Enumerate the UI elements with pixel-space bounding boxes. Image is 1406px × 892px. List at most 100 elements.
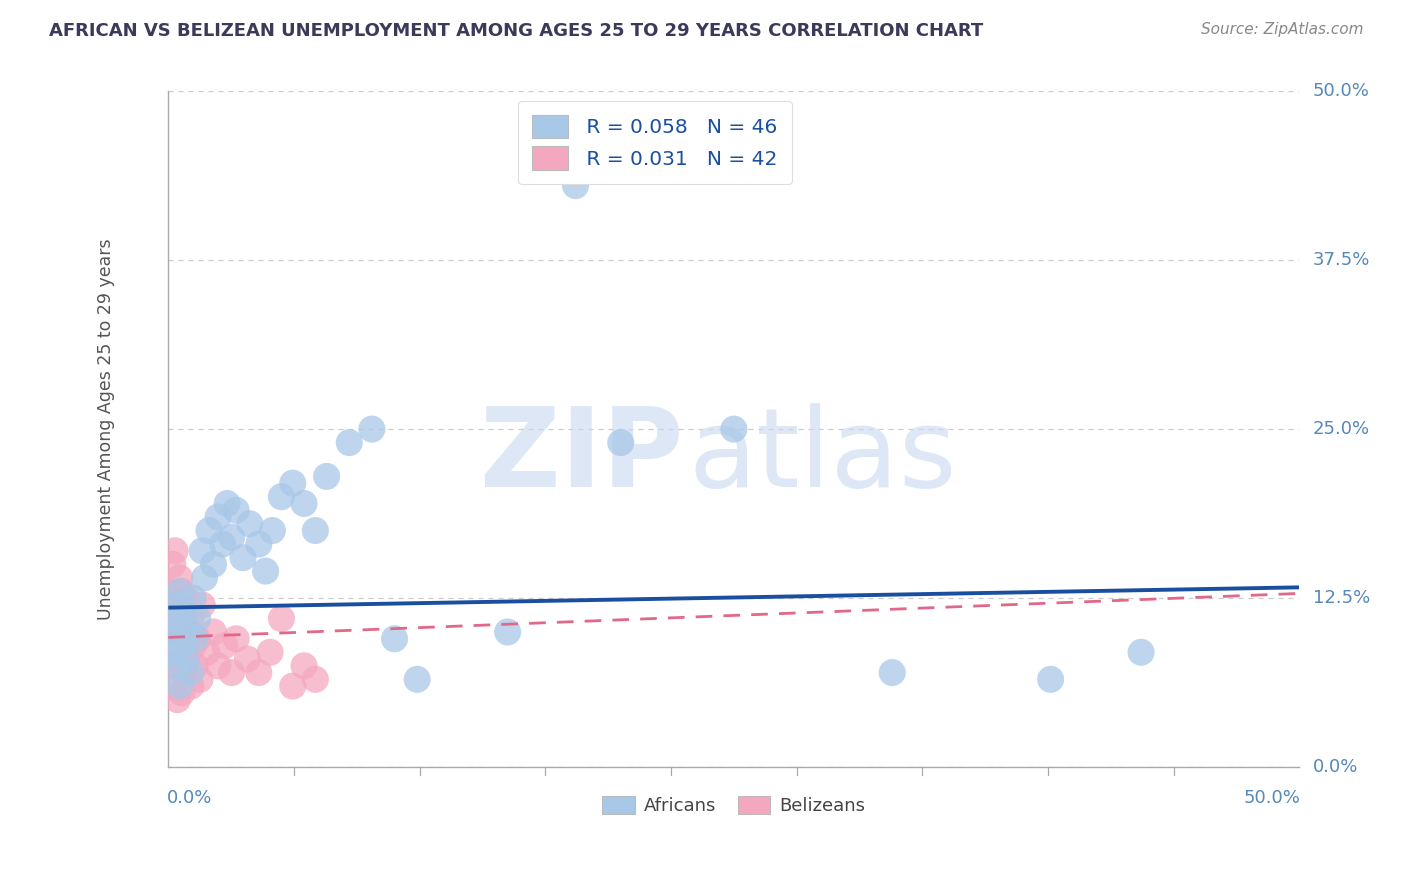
Point bbox=[207, 658, 229, 673]
Point bbox=[176, 591, 198, 606]
Point bbox=[406, 673, 429, 687]
Point bbox=[191, 598, 214, 612]
Text: Unemployment Among Ages 25 to 29 years: Unemployment Among Ages 25 to 29 years bbox=[97, 238, 115, 620]
Text: 0.0%: 0.0% bbox=[1313, 758, 1358, 776]
Point bbox=[162, 679, 184, 693]
Point bbox=[187, 611, 209, 625]
Point bbox=[166, 658, 188, 673]
Point bbox=[177, 625, 200, 640]
Point bbox=[211, 537, 233, 551]
Text: atlas: atlas bbox=[689, 402, 957, 509]
Point bbox=[202, 625, 225, 640]
Point bbox=[1039, 673, 1062, 687]
Point bbox=[162, 625, 184, 640]
Point bbox=[166, 611, 188, 625]
Point bbox=[281, 476, 304, 491]
Point bbox=[195, 645, 218, 659]
Point bbox=[270, 490, 292, 504]
Point bbox=[384, 632, 406, 646]
Point bbox=[304, 524, 326, 538]
Point bbox=[187, 632, 209, 646]
Point bbox=[193, 571, 215, 585]
Point bbox=[169, 584, 191, 599]
Point bbox=[610, 435, 633, 450]
Point bbox=[169, 679, 191, 693]
Point bbox=[315, 469, 337, 483]
Text: Source: ZipAtlas.com: Source: ZipAtlas.com bbox=[1201, 22, 1364, 37]
Point bbox=[159, 584, 181, 599]
Point bbox=[181, 639, 204, 653]
Point bbox=[496, 625, 519, 640]
Point bbox=[170, 686, 193, 700]
Point bbox=[723, 422, 745, 436]
Point bbox=[1130, 645, 1153, 659]
Point bbox=[166, 692, 188, 706]
Point bbox=[176, 652, 198, 666]
Point bbox=[292, 496, 315, 510]
Point bbox=[221, 530, 243, 544]
Text: 50.0%: 50.0% bbox=[1313, 82, 1369, 100]
Point bbox=[214, 639, 236, 653]
Point bbox=[170, 639, 193, 653]
Point bbox=[184, 658, 207, 673]
Point bbox=[162, 632, 184, 646]
Point bbox=[165, 645, 187, 659]
Point bbox=[169, 571, 191, 585]
Text: 25.0%: 25.0% bbox=[1313, 420, 1371, 438]
Point bbox=[173, 665, 195, 680]
Point bbox=[173, 618, 195, 632]
Point bbox=[281, 679, 304, 693]
Point bbox=[166, 658, 188, 673]
Point bbox=[882, 665, 904, 680]
Text: 0.0%: 0.0% bbox=[167, 789, 212, 807]
Point bbox=[221, 665, 243, 680]
Point bbox=[170, 584, 193, 599]
Point bbox=[180, 611, 202, 625]
Point bbox=[165, 598, 187, 612]
Point bbox=[166, 611, 188, 625]
Point bbox=[169, 645, 191, 659]
Point bbox=[361, 422, 384, 436]
Point bbox=[292, 658, 315, 673]
Point bbox=[207, 510, 229, 524]
Point bbox=[180, 665, 202, 680]
Point bbox=[270, 611, 292, 625]
Point bbox=[564, 178, 586, 193]
Point bbox=[247, 665, 270, 680]
Legend: Africans, Belizeans: Africans, Belizeans bbox=[595, 789, 873, 822]
Point bbox=[236, 652, 259, 666]
Point bbox=[259, 645, 281, 659]
Point bbox=[169, 605, 191, 619]
Point bbox=[162, 558, 184, 572]
Text: 37.5%: 37.5% bbox=[1313, 251, 1371, 269]
Point bbox=[198, 524, 221, 538]
Point bbox=[191, 544, 214, 558]
Point bbox=[181, 591, 204, 606]
Point bbox=[184, 632, 207, 646]
Point bbox=[262, 524, 284, 538]
Point bbox=[180, 679, 202, 693]
Text: 50.0%: 50.0% bbox=[1244, 789, 1301, 807]
Point bbox=[202, 558, 225, 572]
Point bbox=[239, 516, 262, 531]
Point bbox=[176, 652, 198, 666]
Point bbox=[188, 673, 211, 687]
Text: ZIP: ZIP bbox=[479, 402, 683, 509]
Point bbox=[254, 564, 277, 578]
Point bbox=[217, 496, 239, 510]
Text: 12.5%: 12.5% bbox=[1313, 590, 1371, 607]
Point bbox=[337, 435, 360, 450]
Point bbox=[165, 598, 187, 612]
Point bbox=[159, 652, 181, 666]
Point bbox=[232, 550, 254, 565]
Text: AFRICAN VS BELIZEAN UNEMPLOYMENT AMONG AGES 25 TO 29 YEARS CORRELATION CHART: AFRICAN VS BELIZEAN UNEMPLOYMENT AMONG A… bbox=[49, 22, 983, 40]
Point bbox=[170, 632, 193, 646]
Point bbox=[165, 639, 187, 653]
Point bbox=[159, 625, 181, 640]
Point bbox=[165, 544, 187, 558]
Point bbox=[225, 503, 247, 517]
Point bbox=[173, 605, 195, 619]
Point bbox=[225, 632, 247, 646]
Point bbox=[304, 673, 326, 687]
Point bbox=[177, 625, 200, 640]
